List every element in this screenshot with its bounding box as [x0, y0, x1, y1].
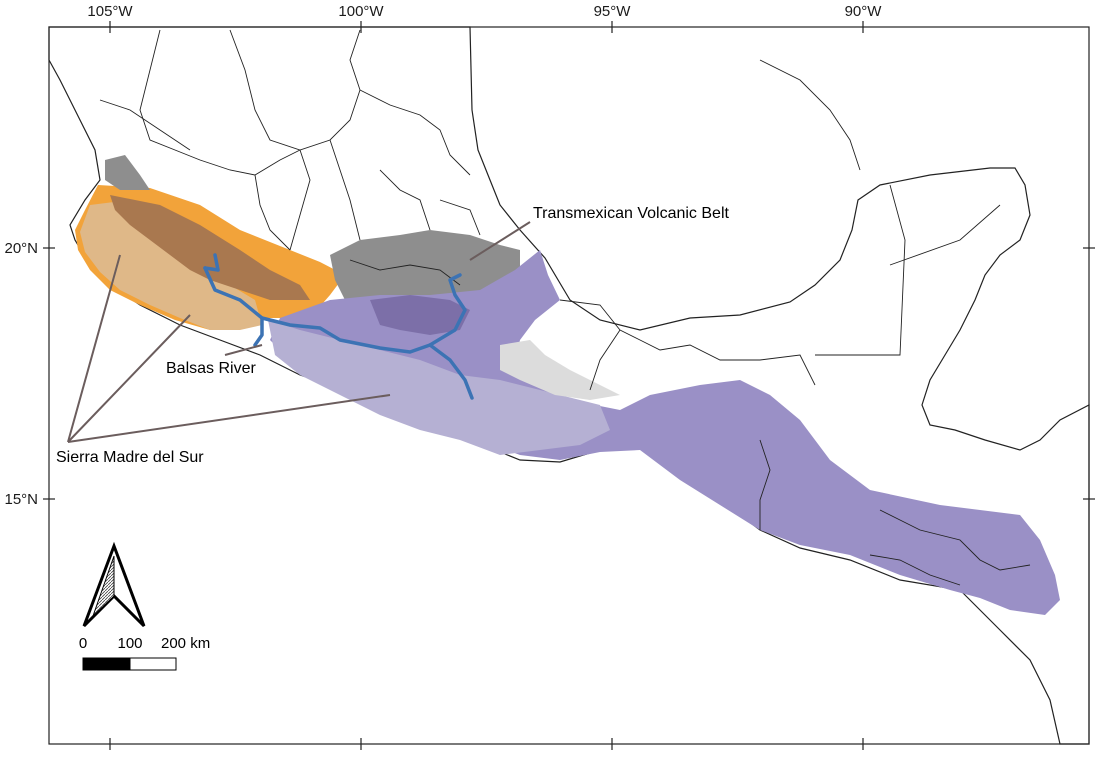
- river-main: [203, 266, 467, 354]
- latitude-ticks: [43, 247, 1095, 500]
- annotation-lines: [67, 221, 531, 443]
- river-branch: [253, 316, 264, 347]
- purple-dark-region: [370, 295, 470, 335]
- sierra-leader-line: [67, 254, 121, 443]
- longitude-ticks: [109, 21, 864, 750]
- balsas-label: Balsas River: [166, 360, 256, 377]
- map-frame: [48, 26, 1090, 745]
- tick-label-lat: 20°N: [4, 240, 38, 257]
- tmvb-label: Transmexican Volcanic Belt: [533, 205, 729, 222]
- scale-label-100: 100: [117, 635, 142, 652]
- orange-dark-region: [110, 195, 310, 300]
- sierra-leader-line: [67, 394, 391, 443]
- tick-label-lat: 15°N: [4, 491, 38, 508]
- scale-label-0: 0: [79, 635, 87, 652]
- purple-light-region: [268, 320, 610, 455]
- tick-label-lon: 100°W: [338, 3, 384, 20]
- tick-label-lon: 90°W: [845, 3, 883, 20]
- gray-region: [105, 155, 150, 190]
- scale-bar: [82, 657, 177, 671]
- tmvb-leader-line: [469, 221, 531, 261]
- balsas-leader-line: [224, 344, 263, 356]
- balsas-river: [203, 253, 474, 400]
- state-boundaries: [99, 29, 1031, 586]
- tick-label-lon: 105°W: [87, 3, 133, 20]
- river-branch: [203, 253, 220, 272]
- sierra-leader-line: [67, 314, 191, 443]
- river-branch: [428, 343, 474, 400]
- tick-label-lon: 95°W: [594, 3, 632, 20]
- orange-light-region: [80, 200, 262, 330]
- scale-label-200: 200 km: [161, 635, 210, 652]
- north-arrow-icon: [82, 541, 146, 628]
- purple-region: [270, 250, 1060, 615]
- purple-region-group: [268, 250, 1060, 615]
- light-gray-region: [500, 340, 620, 400]
- sierra-label: Sierra Madre del Sur: [56, 449, 204, 466]
- sierra-madre-west: [75, 185, 345, 330]
